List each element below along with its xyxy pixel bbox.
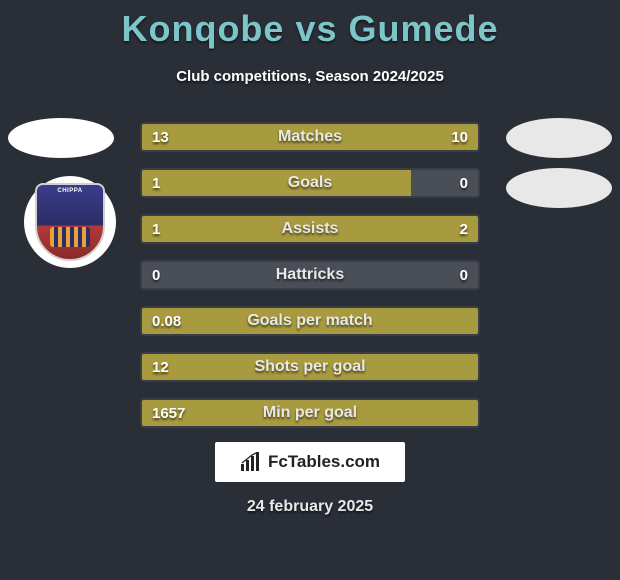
bar-value-left: 0 [152, 262, 160, 288]
date-label: 24 february 2025 [0, 498, 620, 516]
bar-value-left: 12 [152, 354, 169, 380]
bar-value-right: 10 [451, 124, 468, 150]
bar-value-left: 1657 [152, 400, 185, 426]
crest-stripes-icon [50, 227, 90, 247]
crest-text: CHIPPA [57, 188, 82, 194]
stat-bar-row: Hattricks0 0 [140, 260, 480, 290]
team-left-crest: CHIPPA [24, 176, 116, 268]
crest-shield-icon: CHIPPA [35, 183, 105, 261]
stat-bar-row: Goals per match0.08 [140, 306, 480, 336]
bar-value-left: 13 [152, 124, 169, 150]
bar-value-right: 2 [460, 216, 468, 242]
stat-bar-row: Shots per goal12 [140, 352, 480, 382]
bar-label: Assists [142, 216, 478, 242]
bar-value-right: 0 [460, 262, 468, 288]
stats-bar-chart: Matches1310Goals10Assists12Hattricks00Go… [140, 122, 480, 444]
logo-text: FcTables.com [268, 452, 380, 472]
subtitle: Club competitions, Season 2024/2025 [0, 68, 620, 85]
stat-bar-row: Goals1 0 [140, 168, 480, 198]
stat-bar-row: Matches13 10 [140, 122, 480, 152]
bar-label: Min per goal [142, 400, 478, 426]
bar-label: Hattricks [142, 262, 478, 288]
bar-label: Goals [142, 170, 478, 196]
bar-value-left: 1 [152, 216, 160, 242]
team-right-badge-2 [506, 168, 612, 208]
bar-value-right: 0 [460, 170, 468, 196]
stat-bar-row: Min per goal1657 [140, 398, 480, 428]
bar-value-left: 0.08 [152, 308, 181, 334]
bar-label: Shots per goal [142, 354, 478, 380]
bar-label: Matches [142, 124, 478, 150]
site-logo[interactable]: FcTables.com [215, 442, 405, 482]
bar-chart-icon [240, 452, 262, 472]
bar-value-left: 1 [152, 170, 160, 196]
bar-label: Goals per match [142, 308, 478, 334]
team-left-badge-1 [8, 118, 114, 158]
team-right-badge-1 [506, 118, 612, 158]
page-title: Konqobe vs Gumede [0, 0, 620, 50]
stat-bar-row: Assists1 2 [140, 214, 480, 244]
